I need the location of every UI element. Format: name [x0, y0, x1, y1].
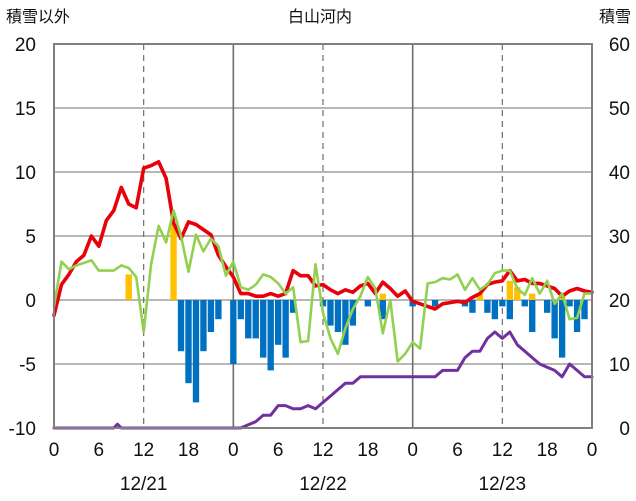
y-right-tick-label: 20: [609, 291, 630, 312]
bar-blue: [431, 300, 439, 307]
plot-frame: [53, 43, 593, 429]
bar-orange: [476, 293, 484, 300]
x-tick-label: 12: [312, 440, 333, 461]
x-tick-label: 0: [587, 440, 598, 461]
bar-blue: [342, 300, 349, 345]
bar-blue: [215, 300, 222, 320]
bar-blue: [245, 300, 252, 339]
bar-blue: [319, 300, 327, 307]
bar-blue: [364, 300, 372, 307]
bar-blue: [230, 300, 237, 364]
y-right-tick-label: 0: [619, 419, 630, 440]
bar-blue: [334, 300, 342, 332]
grid: [54, 44, 592, 428]
bar-blue: [237, 300, 244, 320]
y-left-tick-label: 10: [15, 163, 36, 184]
bar-blue: [349, 300, 357, 326]
bar-blue: [260, 300, 267, 358]
bar-blue: [200, 300, 207, 352]
bar-blue: [177, 300, 185, 352]
bar-blue: [409, 300, 416, 307]
bar-blue: [558, 300, 566, 358]
x-tick-label: 12: [133, 440, 154, 461]
bar-blue: [521, 300, 528, 307]
bar-orange: [506, 280, 513, 300]
bar-series: [125, 223, 588, 403]
bar-blue: [543, 300, 551, 313]
bar-blue: [581, 300, 588, 320]
y-left-tick-label: -5: [19, 355, 36, 376]
bar-blue: [506, 300, 513, 320]
x-date-label: 12/22: [299, 474, 347, 495]
x-tick-label: 0: [228, 440, 239, 461]
x-tick-label: 12: [492, 440, 513, 461]
x-date-label: 12/21: [120, 474, 168, 495]
line-red: [52, 160, 594, 318]
bar-blue: [192, 300, 200, 403]
x-tick-label: 18: [537, 440, 558, 461]
bar-orange: [514, 287, 521, 300]
y-left-tick-label: 5: [25, 227, 36, 248]
y-right-tick-label: 60: [609, 35, 630, 56]
y-left-tick-label: 0: [25, 291, 36, 312]
bar-orange: [379, 293, 386, 300]
plot-border: [53, 43, 593, 429]
bar-blue: [484, 300, 491, 313]
bar-blue: [274, 300, 282, 345]
line-green: [52, 209, 594, 363]
bar-blue: [207, 300, 215, 332]
bar-blue: [327, 300, 334, 326]
bar-blue: [499, 300, 506, 307]
bar-blue: [491, 300, 499, 320]
labels: 積雪以外 白山河内 積雪 20151050-5-1060504030201000…: [6, 8, 631, 495]
x-tick-label: 0: [49, 440, 60, 461]
line-series: [52, 160, 594, 430]
chart-title: 白山河内: [288, 8, 352, 26]
x-tick-label: 18: [178, 440, 199, 461]
bar-blue: [566, 300, 573, 307]
y-right-tick-label: 10: [609, 355, 630, 376]
bar-orange: [529, 293, 536, 300]
y-right-axis-label: 積雪: [599, 8, 631, 26]
bar-blue: [267, 300, 274, 371]
x-tick-label: 6: [452, 440, 463, 461]
bar-blue: [469, 300, 476, 313]
x-tick-label: 0: [407, 440, 418, 461]
line-purple: [52, 330, 594, 430]
bar-blue: [282, 300, 289, 358]
x-tick-label: 6: [94, 440, 105, 461]
y-left-tick-label: 15: [15, 99, 36, 120]
y-right-tick-label: 30: [609, 227, 630, 248]
y-right-tick-label: 50: [609, 99, 630, 120]
x-date-label: 12/23: [479, 474, 527, 495]
bar-blue: [551, 300, 558, 339]
y-left-tick-label: -10: [9, 419, 36, 440]
bar-blue: [185, 300, 192, 384]
y-left-tick-label: 20: [15, 35, 36, 56]
bar-orange: [170, 223, 177, 300]
y-left-axis-label: 積雪以外: [6, 8, 70, 26]
bar-blue: [379, 300, 386, 320]
bar-blue: [289, 300, 297, 313]
bar-blue: [252, 300, 259, 339]
x-tick-label: 18: [357, 440, 378, 461]
y-right-tick-label: 40: [609, 163, 630, 184]
bar-blue: [529, 300, 536, 332]
x-tick-label: 6: [273, 440, 284, 461]
bar-orange: [125, 274, 132, 300]
